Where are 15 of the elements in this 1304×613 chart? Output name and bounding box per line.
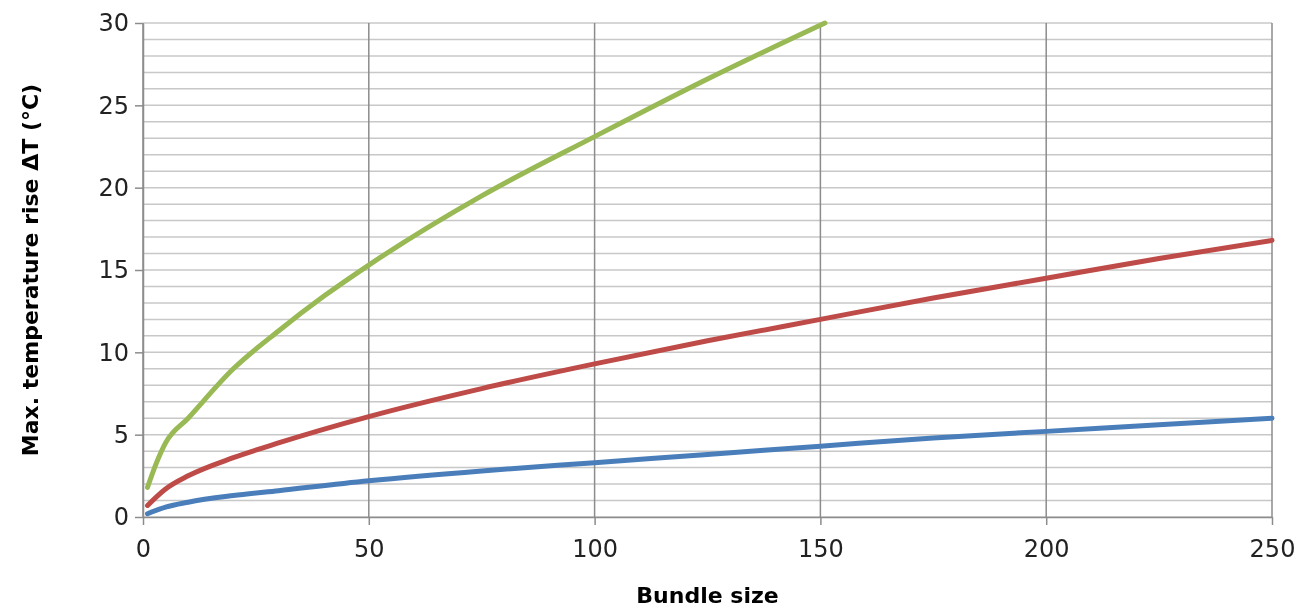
- y-tick-label: 0: [113, 503, 129, 532]
- x-tick-label: 0: [135, 534, 152, 563]
- y-tick-label: 15: [98, 256, 129, 285]
- x-tick-label: 100: [572, 534, 619, 563]
- x-axis-title: Bundle size: [636, 583, 779, 608]
- y-tick-label: 30: [98, 9, 129, 38]
- y-tick-label: 10: [98, 338, 129, 367]
- x-tick-label: 250: [1249, 534, 1296, 563]
- y-tick-label: 5: [113, 420, 129, 449]
- y-tick-label: 20: [98, 173, 129, 202]
- x-tick-label: 50: [354, 534, 385, 563]
- x-tick-label: 200: [1023, 534, 1070, 563]
- y-tick-label: 25: [98, 91, 129, 120]
- y-axis-title: Max. temperature rise ΔT (°C): [18, 83, 43, 457]
- x-tick-label: 150: [797, 534, 844, 563]
